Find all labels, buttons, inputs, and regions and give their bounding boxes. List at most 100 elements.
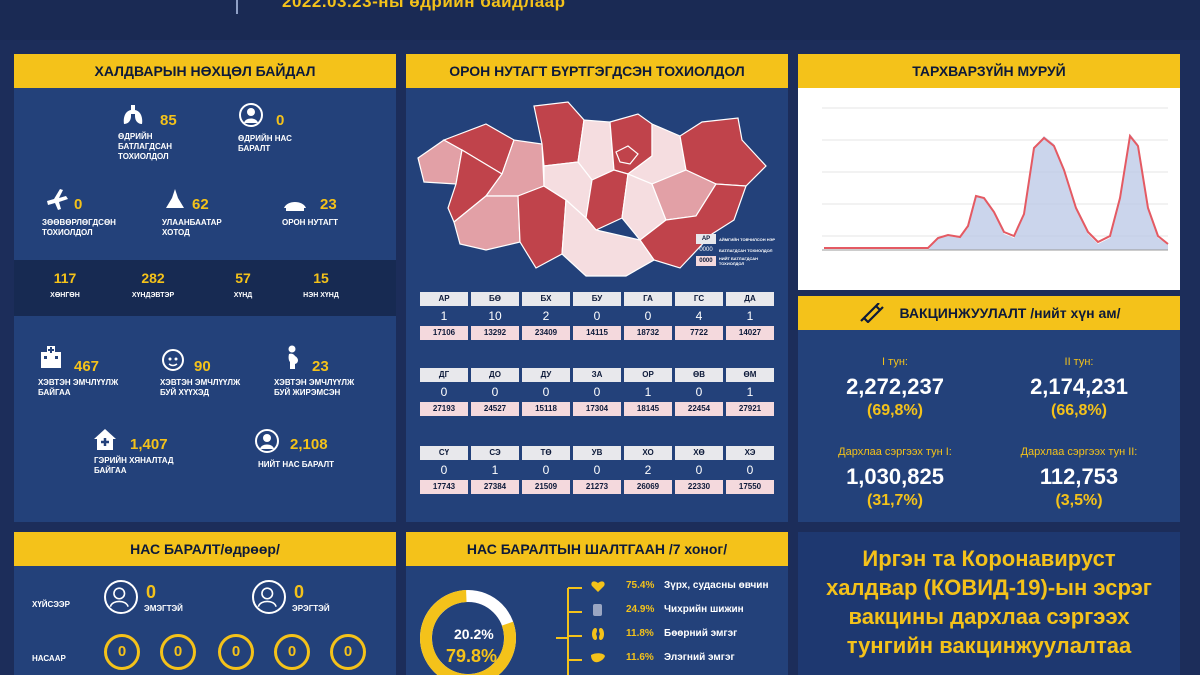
region-total-cases: 14115 <box>573 326 621 340</box>
region-daily-cases: 10 <box>488 309 502 323</box>
curve-title: ТАРХВАРЗҮЙН МУРУЙ <box>798 54 1180 88</box>
region-daily-cases: 0 <box>542 385 550 399</box>
city-monument-icon <box>166 189 184 208</box>
age-group-value: 0 <box>104 634 140 670</box>
children-label: ХЭВТЭН ЭМЧЛҮҮЛЖ БУЙ ХҮҮХЭД <box>160 378 241 397</box>
severity-value: 57 <box>235 270 251 286</box>
appeal-panel: Иргэн та Коронавируст халдвар (КОВИД-19)… <box>798 532 1180 675</box>
donut-value-a: 20.2% <box>454 626 494 642</box>
regions-title: ОРОН НУТАГТ БҮРТГЭГДСЭН ТОХИОЛДОЛ <box>406 54 788 88</box>
booster1-value: 1,030,825 <box>846 464 944 489</box>
confirmed-stat: 85 <box>160 112 177 130</box>
home-label: ГЭРИЙН ХЯНАЛТАД БАЙГАА <box>94 456 174 475</box>
region-total-cases: 26069 <box>624 480 672 494</box>
cause-percent: 75.4% <box>626 580 655 591</box>
children-stat: 90 <box>194 358 211 376</box>
legend-text: БАТЛАГДСАН ТОХИОЛДОЛ <box>719 247 773 253</box>
region-total-cases: 17304 <box>573 402 621 416</box>
cause-item: 75.4% Зүрх, судасны өвчин <box>626 580 769 591</box>
date-line: 2022.03.23-ны өдрийн байдлаар <box>282 0 566 11</box>
region-daily-cases: 0 <box>542 463 550 477</box>
deaths-today-value: 0 <box>276 112 285 129</box>
region-total-cases: 17550 <box>726 480 774 494</box>
ub-label: УЛААНБААТАР ХОТОД <box>162 218 222 237</box>
cause-percent: 11.6% <box>626 652 654 663</box>
airplane-icon <box>47 189 68 210</box>
region-code: СЭ <box>471 446 519 460</box>
region-code: БХ <box>522 292 570 306</box>
vaccine-header: ВАКЦИНЖУУЛАЛТ /нийт хүн ам/ <box>798 296 1180 330</box>
cause-percent: 24.9% <box>626 604 655 615</box>
region-daily-cases: 2 <box>644 463 652 477</box>
liver-icon <box>591 653 605 663</box>
region-daily-cases: 0 <box>440 385 448 399</box>
dose1-label: I тун: <box>882 356 908 368</box>
cause-percent: 11.8% <box>626 628 654 639</box>
home-icon <box>94 429 116 450</box>
death-causes-panel: НАС БАРАЛТЫН ШАЛТГААН /7 хоног/ 20.2% 79… <box>406 532 788 675</box>
confirmed-label: ӨДРИЙН БАТЛАГДСАН ТОХИОЛДОЛ <box>118 132 173 161</box>
pregnant-label: ХЭВТЭН ЭМЧЛҮҮЛЖ БУЙ ЖИРЭМСЭН <box>274 378 355 397</box>
heart-icon <box>591 581 605 592</box>
severity-value: 15 <box>313 270 329 286</box>
region-code: АР <box>420 292 468 306</box>
region-daily-cases: 0 <box>593 309 601 323</box>
region-row: 17106 13292 23409 14115 18732 7722 14027 <box>420 326 776 340</box>
legend-row: 0000 БАТЛАГДСАН ТОХИОЛДОЛ <box>696 247 784 253</box>
region-row: 27193 24527 15118 17304 18145 22454 27921 <box>420 402 776 416</box>
deaths-today-stat: 0 <box>276 112 284 130</box>
severity-moderate: 282 ХҮНДЭВТЭР <box>118 270 188 299</box>
syringe-icon <box>859 303 884 323</box>
region-total-cases: 15118 <box>522 402 570 416</box>
lungs-icon <box>123 105 143 124</box>
region-code: ТӨ <box>522 446 570 460</box>
legend-text: НИЙТ БАТЛАГДСАН ТОХИОЛДОЛ <box>718 256 759 266</box>
region-code: БУ <box>573 292 621 306</box>
region-daily-cases: 0 <box>695 463 703 477</box>
epi-curve <box>822 107 1169 251</box>
region-total-cases: 27384 <box>471 480 519 494</box>
region-code: ДГ <box>420 368 468 382</box>
region-code: ӨМ <box>726 368 774 382</box>
region-row: 17743 27384 21509 21273 26069 22330 17550 <box>420 480 776 494</box>
regions-panel: ОРОН НУТАГТ БҮРТГЭГДСЭН ТОХИОЛДОЛ АР <box>406 54 788 522</box>
region-total-cases: 22454 <box>675 402 723 416</box>
pregnant-woman-icon <box>288 345 298 369</box>
cause-label: Элэгний эмгэг <box>664 652 735 663</box>
legend-code: 0000 <box>696 256 716 266</box>
age-group-value: 0 <box>274 634 310 670</box>
booster1-percent: (31,7%) <box>866 492 924 509</box>
dose2-percent: (66,8%) <box>1050 402 1108 419</box>
region-code: ХО <box>624 446 672 460</box>
region-code: ЗА <box>573 368 621 382</box>
female-value: 0 <box>146 582 157 602</box>
vaccine-panel: ВАКЦИНЖУУЛАЛТ /нийт хүн ам/ I тун: 2,272… <box>798 296 1180 522</box>
region-code: ӨВ <box>675 368 723 382</box>
home-value: 1,407 <box>130 436 168 453</box>
donut-value-b: 79.8% <box>446 646 498 666</box>
severity-band: 117 ХӨНГӨН 282 ХҮНДЭВТЭР 57 ХҮНД 15 НЭН … <box>14 260 396 316</box>
severity-mild: 117 ХӨНГӨН <box>30 270 100 299</box>
region-row: ДГ ДО ДУ ЗА ОР ӨВ ӨМ <box>420 368 776 382</box>
region-total-cases: 14027 <box>726 326 774 340</box>
severity-label: ХҮНДЭВТЭР <box>131 292 175 299</box>
imported-stat: 0 <box>74 196 82 214</box>
region-daily-cases: 1 <box>746 309 754 323</box>
region-daily-cases: 0 <box>746 463 754 477</box>
region-row: СҮ СЭ ТӨ УВ ХО ХӨ ХЭ <box>420 446 776 460</box>
region-code: ОР <box>624 368 672 382</box>
death-causes-title: НАС БАРАЛТЫН ШАЛТГААН /7 хоног/ <box>406 532 788 566</box>
deaths-today-label: ӨДРИЙН НАС БАРАЛТ <box>238 134 292 153</box>
daily-deaths-panel: НАС БАРАЛТ/өдрөөр/ ХҮЙСЭЭР 0 ЭМЭГТЭЙ 0 Э… <box>14 532 396 675</box>
total-deaths-value: 2,108 <box>290 436 328 453</box>
region-daily-cases: 0 <box>644 309 652 323</box>
mongolia-map <box>417 101 767 277</box>
rural-stat: 23 <box>320 196 337 214</box>
dose1-percent: (69,8%) <box>866 402 924 419</box>
cause-item: 11.8% Бөөрний эмгэг <box>626 628 737 639</box>
cause-label: Бөөрний эмгэг <box>664 628 738 639</box>
region-table: СҮ СЭ ТӨ УВ ХО ХӨ ХЭ 0 1 0 0 2 0 0 17743 27384 21509 2127… <box>420 446 776 494</box>
region-code: ДА <box>726 292 774 306</box>
ub-stat: 62 <box>192 196 209 214</box>
rural-label: ОРОН НУТАГТ <box>282 218 339 227</box>
